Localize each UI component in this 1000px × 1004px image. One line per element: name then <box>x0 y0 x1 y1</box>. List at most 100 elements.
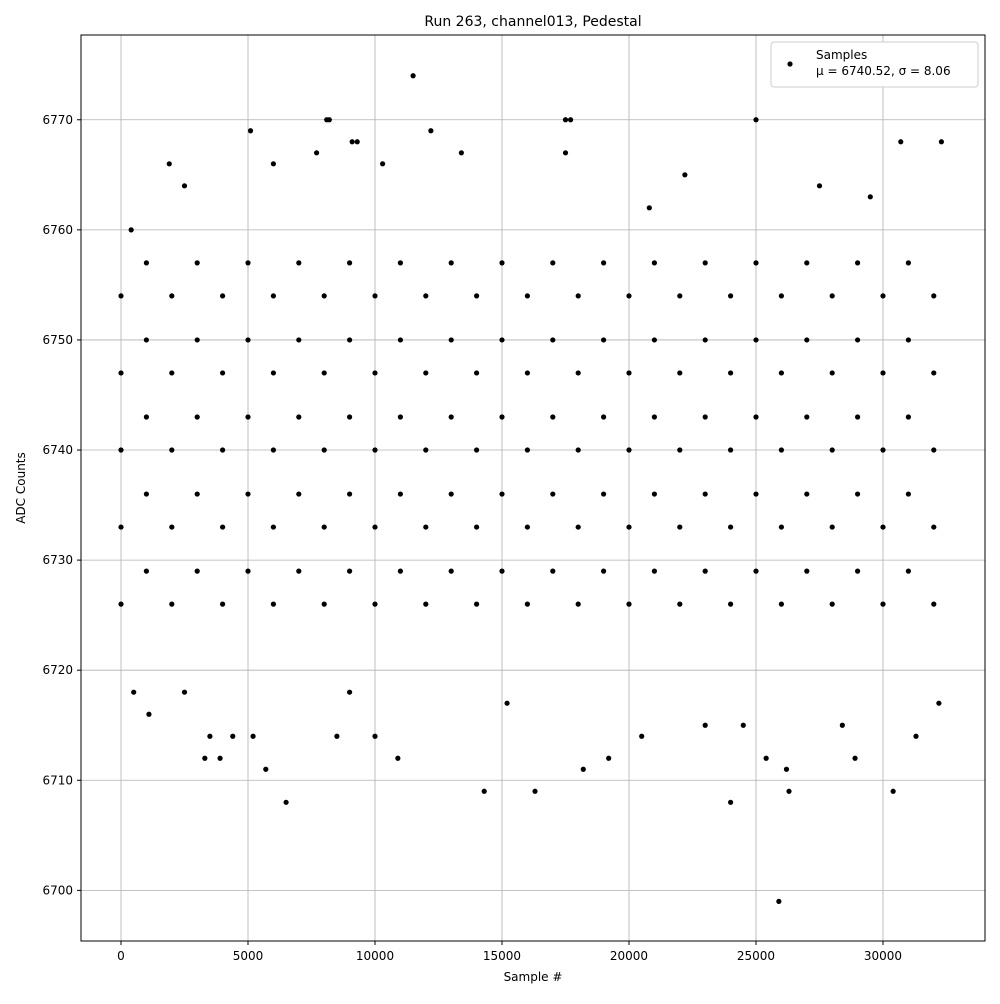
point <box>829 293 835 299</box>
point <box>169 293 175 299</box>
point <box>804 414 810 420</box>
plot-frame <box>80 34 986 942</box>
point <box>263 766 269 772</box>
point <box>220 447 226 453</box>
point <box>207 733 213 739</box>
point <box>372 524 378 530</box>
point <box>778 447 784 453</box>
point <box>852 755 858 761</box>
point <box>474 370 480 376</box>
point <box>651 260 657 266</box>
point <box>763 755 769 761</box>
point <box>499 568 505 574</box>
point <box>143 491 150 497</box>
x-tick-label: 5000 <box>233 949 264 963</box>
point <box>931 370 937 376</box>
point <box>245 568 251 574</box>
point <box>829 524 835 530</box>
y-tick-label: 6700 <box>42 883 73 897</box>
point <box>677 524 683 530</box>
point <box>474 293 480 299</box>
point <box>702 260 708 266</box>
point <box>829 447 835 453</box>
point <box>423 601 429 607</box>
point <box>776 898 782 904</box>
y-tick-label: 6710 <box>42 773 73 787</box>
point <box>905 260 911 266</box>
point <box>270 161 277 167</box>
point <box>727 370 734 376</box>
point <box>600 260 607 266</box>
point <box>397 414 404 420</box>
point <box>270 447 277 453</box>
point <box>270 601 277 607</box>
point <box>220 524 226 530</box>
point <box>600 337 607 343</box>
point <box>651 568 657 574</box>
point <box>194 414 200 420</box>
point <box>380 161 386 167</box>
point <box>194 568 200 574</box>
point <box>702 337 708 343</box>
point <box>347 689 353 695</box>
point <box>931 447 937 453</box>
point <box>321 370 327 376</box>
legend-note: μ = 6740.52, σ = 8.06 <box>816 64 951 78</box>
point <box>702 491 708 497</box>
point <box>651 337 657 343</box>
point <box>567 117 574 123</box>
point <box>778 370 784 376</box>
point <box>905 568 911 574</box>
point <box>481 788 487 794</box>
point <box>166 161 172 167</box>
point <box>499 260 505 266</box>
point <box>880 370 886 376</box>
point <box>245 260 251 266</box>
point <box>283 799 289 805</box>
point <box>532 788 538 794</box>
point <box>245 491 251 497</box>
point <box>474 601 480 607</box>
point <box>936 700 942 706</box>
y-tick-label: 6720 <box>42 663 73 677</box>
x-tick-label: 30000 <box>864 949 902 963</box>
point <box>194 337 200 343</box>
point <box>321 524 327 530</box>
point <box>753 337 759 343</box>
point <box>606 755 612 761</box>
point <box>753 491 759 497</box>
point <box>169 601 175 607</box>
point <box>880 601 886 607</box>
point <box>372 447 378 453</box>
point <box>181 183 188 189</box>
point <box>321 601 327 607</box>
point <box>326 117 332 123</box>
point <box>423 293 429 299</box>
point <box>524 524 530 530</box>
point <box>347 260 353 266</box>
point <box>905 491 911 497</box>
point <box>854 337 861 343</box>
point <box>372 370 378 376</box>
point <box>194 260 200 266</box>
point <box>313 150 320 156</box>
point <box>321 293 327 299</box>
point <box>550 568 556 574</box>
point <box>354 139 360 145</box>
y-tick-label: 6750 <box>42 333 73 347</box>
point <box>626 524 632 530</box>
point <box>169 524 175 530</box>
point <box>727 447 734 453</box>
point <box>829 601 835 607</box>
point <box>854 414 861 420</box>
point <box>296 491 302 497</box>
y-axis-label: ADC Counts <box>14 452 28 524</box>
point <box>349 139 355 145</box>
point <box>397 568 404 574</box>
point <box>458 150 464 156</box>
point <box>118 447 124 453</box>
point <box>651 491 657 497</box>
point <box>504 700 510 706</box>
point <box>230 733 236 739</box>
